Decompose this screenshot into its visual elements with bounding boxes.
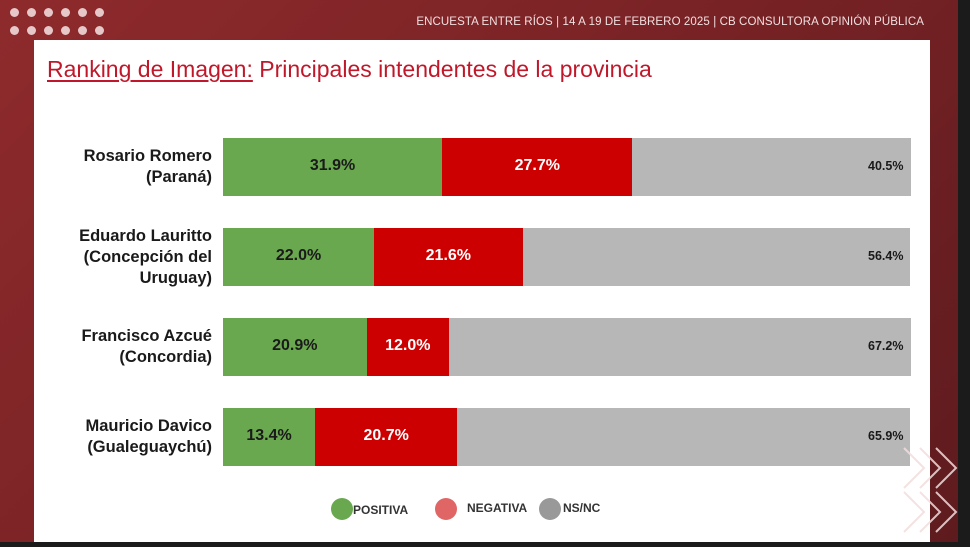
category-label: Eduardo Lauritto (Concepción del Uruguay) [34, 226, 212, 289]
category-label-line: Uruguay) [139, 268, 212, 287]
bar-segment-positiva [223, 138, 443, 196]
decorative-dot [27, 26, 36, 35]
legend-nsnc-label: NS/NC [563, 501, 601, 515]
category-label-line: (Concordia) [119, 348, 212, 366]
data-label-positiva: 20.9% [272, 337, 318, 354]
decorative-dot [61, 8, 70, 17]
bar-segment-negativa [374, 228, 523, 286]
decorative-dot [10, 8, 19, 17]
decorative-dots [10, 8, 110, 38]
category-label: Rosario Romero (Paraná) [34, 146, 212, 188]
bar-segment-positiva [223, 408, 316, 466]
legend-negativa-swatch [435, 498, 457, 520]
decorative-dot [10, 26, 19, 35]
data-label-positiva: 22.0% [275, 247, 322, 264]
category-label-line: Mauricio Davico [85, 417, 212, 435]
bar-segment-negativa [315, 408, 458, 466]
category-label: Francisco Azcué (Concordia) [34, 326, 212, 368]
category-label: Mauricio Davico (Gualeguaychú) [34, 416, 212, 458]
data-label-nsnc: 65.9% [868, 429, 904, 443]
bar-segment-positiva [223, 228, 375, 286]
bar-segment-negativa [366, 318, 450, 376]
decorative-dot [95, 26, 104, 35]
title-part-2: Principales intendentes de la provincia [252, 56, 652, 82]
category-label-line: (Concepción del [83, 247, 212, 266]
decorative-dot [78, 8, 87, 17]
data-label-positiva: 31.9% [309, 157, 356, 174]
chart-panel: Ranking de Imagen: Principales intendent… [34, 40, 930, 542]
decorative-dot [27, 8, 36, 17]
bar-segment-nsnc [522, 228, 910, 286]
decorative-dot [44, 26, 53, 35]
decorative-dot [61, 26, 70, 35]
bar-segment-nsnc [632, 138, 911, 196]
category-label-line: Francisco Azcué [81, 327, 212, 345]
decorative-dot [95, 8, 104, 17]
title-part-1: Ranking de Imagen: [47, 56, 253, 82]
data-label-negativa: 27.7% [514, 157, 560, 174]
slide-background: ENCUESTA ENTRE RÍOS | 14 A 19 DE FEBRERO… [0, 0, 958, 542]
data-label-nsnc: 56.4% [868, 249, 904, 263]
data-label-negativa: 21.6% [425, 247, 472, 264]
data-label-negativa: 20.7% [363, 427, 409, 444]
data-label-nsnc: 40.5% [868, 159, 904, 173]
legend-positiva-label: POSITIVA [353, 503, 409, 517]
bar-segment-nsnc [449, 318, 911, 376]
survey-header: ENCUESTA ENTRE RÍOS | 14 A 19 DE FEBRERO… [416, 16, 924, 28]
decorative-chevrons [903, 447, 958, 533]
decorative-dot [44, 8, 53, 17]
legend-positiva-swatch [331, 498, 353, 520]
data-label-negativa: 12.0% [385, 337, 431, 354]
bar-segment-nsnc [457, 408, 910, 466]
decorative-dot [78, 26, 87, 35]
category-label-line: Rosario Romero [83, 147, 212, 165]
category-label-line: (Gualeguaychú) [87, 438, 212, 456]
bar-segment-negativa [442, 138, 633, 196]
data-label-positiva: 13.4% [246, 427, 292, 444]
data-label-nsnc: 67.2% [868, 339, 904, 353]
legend-nsnc-swatch [539, 498, 561, 520]
bar-segment-positiva [223, 318, 367, 376]
page-title: Ranking de Imagen: Principales intendent… [47, 56, 652, 83]
category-label-line: (Paraná) [145, 168, 212, 186]
category-label-line: Eduardo Lauritto [79, 226, 212, 245]
legend-negativa-label: NEGATIVA [467, 501, 528, 515]
